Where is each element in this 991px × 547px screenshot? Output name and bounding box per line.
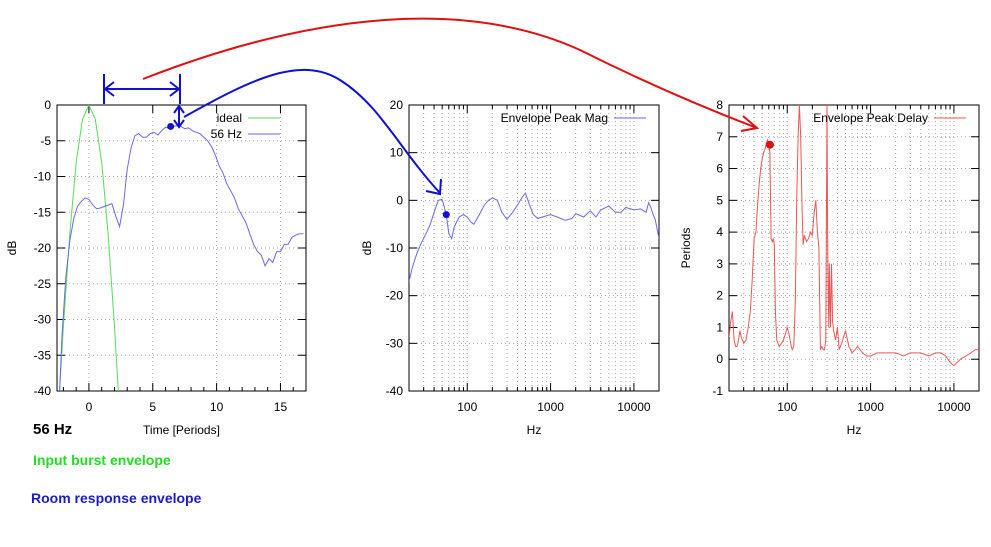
y-tick-label: -15 <box>34 205 52 219</box>
y-tick-label: 2 <box>716 289 723 303</box>
legend-label: Envelope Peak Delay <box>813 111 928 125</box>
red-curved-arrow-head <box>740 115 760 132</box>
blue-curved-arrow-head <box>425 178 442 196</box>
y-tick-label: -20 <box>386 289 404 303</box>
x-tick-label: 1000 <box>537 400 564 414</box>
y-tick-label: -5 <box>40 134 51 148</box>
y-axis-label: Periods <box>679 228 693 269</box>
y-tick-label: 1 <box>716 320 723 334</box>
plot-frame <box>728 104 980 392</box>
x-tick-label: 10000 <box>617 400 651 414</box>
plot-frame <box>56 104 307 392</box>
y-tick-label: -35 <box>34 348 52 362</box>
x-tick-label: 1000 <box>857 400 884 414</box>
y-tick-label: -1 <box>712 384 723 398</box>
y-tick-label: 0 <box>396 193 403 207</box>
y-tick-label: 0 <box>716 352 723 366</box>
y-tick-label: 0 <box>44 98 51 112</box>
x-tick-label: 15 <box>274 400 288 414</box>
y-tick-label: -40 <box>34 384 52 398</box>
delay-measure-right-head <box>169 81 181 97</box>
x-tick-label: 100 <box>457 400 477 414</box>
time-envelope-chart: 0 -5 -10 -15 -20 -25 -30 -35 -40 0 5 10 15 Time [Peri… <box>5 98 307 437</box>
envelope-peak-delay-chart: -1 0 1 2 3 4 5 6 7 8 100 1000 10000 Hz Periods Envelope… <box>679 98 980 437</box>
y-tick-label: 3 <box>716 257 723 271</box>
y-tick-label: 5 <box>716 193 723 207</box>
magnitude-measure-top-head <box>173 104 185 114</box>
plot-area <box>729 105 979 367</box>
room-response-caption: Room response envelope <box>31 490 202 506</box>
x-tick-label: 0 <box>86 400 93 414</box>
y-tick-label: 8 <box>716 98 723 112</box>
x-axis-label: Hz <box>527 423 542 437</box>
legend-label: 56 Hz <box>211 127 242 141</box>
legend-label: ideal <box>217 111 242 125</box>
red-curved-arrow <box>142 17 758 129</box>
frequency-caption: 56 Hz <box>33 421 73 438</box>
plot-area <box>59 105 304 391</box>
marker-point <box>765 140 774 149</box>
y-tick-label: 20 <box>390 98 404 112</box>
y-tick-label: -40 <box>386 384 404 398</box>
y-tick-label: -20 <box>34 241 52 255</box>
series-line-0 <box>59 105 119 391</box>
y-tick-label: 10 <box>390 146 404 160</box>
delay-measure-left-head <box>103 81 115 97</box>
y-axis-label: dB <box>360 241 374 256</box>
input-burst-caption: Input burst envelope <box>33 452 171 468</box>
x-tick-label: 10 <box>210 400 224 414</box>
legend-label: Envelope Peak Mag <box>501 111 608 125</box>
marker-point <box>442 211 450 219</box>
series-line-1 <box>59 125 304 391</box>
x-tick-label: 100 <box>777 400 797 414</box>
y-axis-label: dB <box>5 241 19 256</box>
x-axis-label: Time [Periods] <box>143 423 220 437</box>
y-tick-label: 4 <box>716 225 723 239</box>
x-tick-label: 5 <box>149 400 156 414</box>
y-tick-label: -10 <box>386 241 404 255</box>
magnitude-measure-bottom-head <box>173 119 185 129</box>
y-tick-label: 6 <box>716 162 723 176</box>
y-tick-label: -25 <box>34 277 52 291</box>
marker-point <box>167 122 175 130</box>
series-line-0 <box>729 105 979 367</box>
y-tick-label: 7 <box>716 130 723 144</box>
blue-curved-arrow <box>183 68 441 194</box>
x-tick-label: 10000 <box>937 400 971 414</box>
x-axis-label: Hz <box>847 423 862 437</box>
annotation-arrows <box>103 17 760 196</box>
y-tick-label: -30 <box>34 313 52 327</box>
y-tick-label: -30 <box>386 336 404 350</box>
plot-frame <box>408 104 660 392</box>
y-tick-label: -10 <box>34 170 52 184</box>
